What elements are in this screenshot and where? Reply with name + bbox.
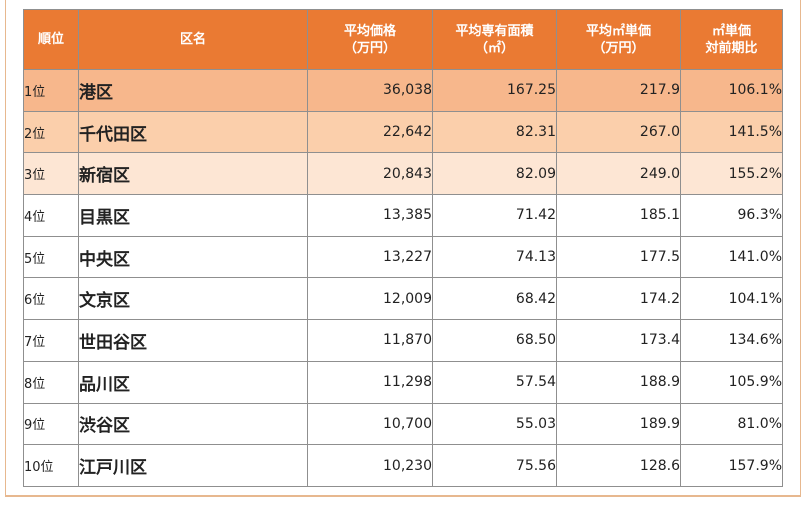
rank-cell: 3位 [23,152,79,196]
header-unit-price: 平均㎡単価 （万円） [556,9,681,70]
table-row: 10位 江戸川区 10,230 75.56 128.6 157.9% [23,444,783,487]
ward-name-cell: 目黒区 [78,194,308,237]
rank-cell: 2位 [23,110,79,154]
header-avg-area: 平均専有面積 （㎡） [432,9,557,70]
table-row: 2位 千代田区 22,642 82.31 267.0 141.5% [23,110,783,154]
header-rank: 順位 [23,9,79,70]
unit-price-cell: 249.0 [556,152,681,196]
avg-price-cell: 13,227 [307,235,433,279]
table-row: 8位 品川区 11,298 57.54 188.9 105.9% [23,360,783,404]
avg-area-cell: 57.54 [432,360,557,404]
header-ward: 区名 [78,9,308,70]
yoy-cell: 106.1% [680,69,783,112]
avg-area-cell: 82.09 [432,152,557,196]
ward-name-cell: 江戸川区 [78,444,308,487]
avg-price-cell: 11,870 [307,319,433,362]
rank-cell: 10位 [23,444,79,487]
avg-price-cell: 10,230 [307,444,433,487]
unit-price-cell: 189.9 [556,402,681,446]
rank-cell: 9位 [23,402,79,446]
ward-name-cell: 世田谷区 [78,319,308,362]
unit-price-cell: 185.1 [556,194,681,237]
header-avg-price: 平均価格 （万円） [307,9,433,70]
ward-name-cell: 港区 [78,69,308,112]
avg-price-cell: 13,385 [307,194,433,237]
avg-area-cell: 68.42 [432,277,557,321]
header-yoy: ㎡単価 対前期比 [680,9,783,70]
rank-cell: 7位 [23,319,79,362]
avg-price-cell: 20,843 [307,152,433,196]
yoy-cell: 157.9% [680,444,783,487]
avg-price-cell: 11,298 [307,360,433,404]
table-row: 4位 目黒区 13,385 71.42 185.1 96.3% [23,194,783,237]
unit-price-cell: 128.6 [556,444,681,487]
ward-name-cell: 渋谷区 [78,402,308,446]
rank-cell: 4位 [23,194,79,237]
yoy-cell: 105.9% [680,360,783,404]
avg-area-cell: 167.25 [432,69,557,112]
table-row: 3位 新宿区 20,843 82.09 249.0 155.2% [23,152,783,196]
table-row: 1位 港区 36,038 167.25 217.9 106.1% [23,69,783,112]
avg-price-cell: 36,038 [307,69,433,112]
table-row: 7位 世田谷区 11,870 68.50 173.4 134.6% [23,319,783,362]
yoy-cell: 134.6% [680,319,783,362]
ward-ranking-table: 順位 区名 平均価格 （万円） 平均専有面積 （㎡） 平均㎡単価 （万円） ㎡単… [23,9,783,487]
ward-name-cell: 品川区 [78,360,308,404]
unit-price-cell: 174.2 [556,277,681,321]
yoy-cell: 104.1% [680,277,783,321]
unit-price-cell: 217.9 [556,69,681,112]
yoy-cell: 96.3% [680,194,783,237]
unit-price-cell: 267.0 [556,110,681,154]
yoy-cell: 81.0% [680,402,783,446]
unit-price-cell: 188.9 [556,360,681,404]
table-row: 5位 中央区 13,227 74.13 177.5 141.0% [23,235,783,279]
avg-price-cell: 22,642 [307,110,433,154]
avg-area-cell: 82.31 [432,110,557,154]
table-row: 6位 文京区 12,009 68.42 174.2 104.1% [23,277,783,321]
rank-cell: 6位 [23,277,79,321]
rank-cell: 1位 [23,69,79,112]
yoy-cell: 141.0% [680,235,783,279]
ward-name-cell: 文京区 [78,277,308,321]
avg-price-cell: 10,700 [307,402,433,446]
avg-area-cell: 75.56 [432,444,557,487]
avg-area-cell: 55.03 [432,402,557,446]
unit-price-cell: 177.5 [556,235,681,279]
yoy-cell: 141.5% [680,110,783,154]
avg-area-cell: 74.13 [432,235,557,279]
avg-price-cell: 12,009 [307,277,433,321]
avg-area-cell: 71.42 [432,194,557,237]
yoy-cell: 155.2% [680,152,783,196]
document-frame [5,0,801,497]
rank-cell: 8位 [23,360,79,404]
header-row: 順位 区名 平均価格 （万円） 平均専有面積 （㎡） 平均㎡単価 （万円） ㎡単… [23,9,783,70]
table-row: 9位 渋谷区 10,700 55.03 189.9 81.0% [23,402,783,446]
rank-cell: 5位 [23,235,79,279]
ward-name-cell: 千代田区 [78,110,308,154]
ward-name-cell: 新宿区 [78,152,308,196]
unit-price-cell: 173.4 [556,319,681,362]
ward-name-cell: 中央区 [78,235,308,279]
avg-area-cell: 68.50 [432,319,557,362]
